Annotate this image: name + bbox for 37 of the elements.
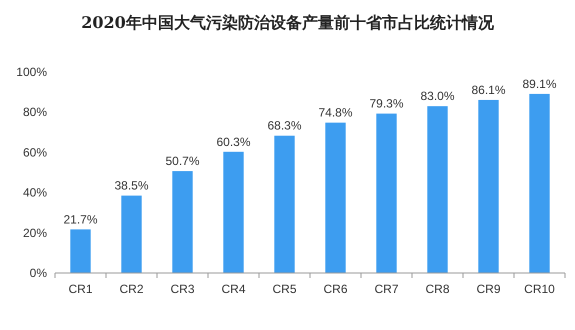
x-tick-label: CR2 [119, 282, 144, 296]
x-tick-label: CR3 [170, 282, 195, 296]
bar [223, 152, 244, 273]
y-tick-label: 80% [22, 105, 48, 120]
data-label: 79.3% [369, 96, 404, 111]
data-label: 89.1% [522, 76, 557, 91]
x-tick-label: CR5 [272, 282, 297, 296]
y-tick-label: 0% [30, 266, 48, 280]
bar [274, 136, 295, 273]
y-tick-label: 40% [22, 186, 48, 200]
bar [376, 114, 397, 273]
data-label: 86.1% [471, 82, 506, 97]
y-tick-label: 20% [22, 226, 48, 240]
bar [325, 122, 346, 273]
bar [427, 106, 448, 273]
x-tick-label: CR8 [425, 282, 450, 296]
data-label: 60.3% [216, 134, 251, 149]
x-tick-label: CR7 [374, 282, 399, 296]
x-tick-label: CR9 [476, 282, 501, 296]
data-label: 38.5% [114, 178, 149, 193]
bar [529, 94, 550, 273]
bar [478, 100, 499, 273]
x-tick-label: CR6 [323, 282, 348, 296]
data-label: 83.0% [420, 89, 455, 104]
y-tick-label: 60% [22, 145, 48, 160]
data-label: 74.8% [318, 106, 353, 120]
bar [70, 229, 91, 273]
bar [172, 171, 193, 273]
x-tick-label: CR1 [68, 282, 93, 296]
x-tick-label: CR4 [221, 282, 246, 296]
data-label: 68.3% [267, 118, 302, 133]
chart-title: 2020年中国大气污染防治设备产量前十省市占比统计情况 [81, 13, 495, 32]
data-label: 21.7% [63, 212, 98, 226]
data-label: 50.7% [165, 154, 200, 168]
x-tick-label: CR10 [524, 282, 556, 296]
bar [121, 196, 142, 273]
y-tick-label: 100% [16, 65, 48, 79]
